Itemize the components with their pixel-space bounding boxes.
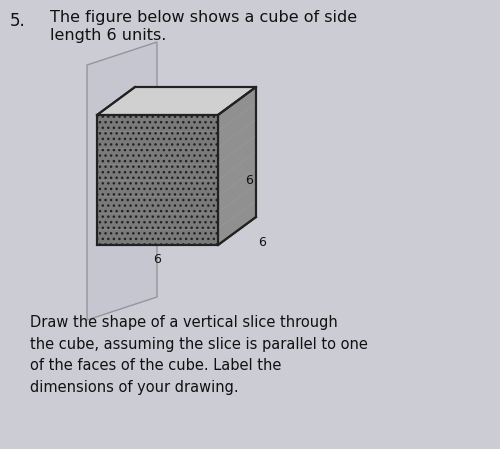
Polygon shape [97,87,256,115]
Text: 6: 6 [258,236,266,249]
Text: 5.: 5. [10,12,26,30]
Polygon shape [87,42,157,320]
Text: 6: 6 [154,253,162,266]
Polygon shape [97,115,218,245]
Text: 6: 6 [245,173,253,186]
Text: The figure below shows a cube of side: The figure below shows a cube of side [50,10,357,25]
Text: length 6 units.: length 6 units. [50,28,166,43]
Text: Draw the shape of a vertical slice through
the cube, assuming the slice is paral: Draw the shape of a vertical slice throu… [30,315,368,395]
Polygon shape [218,87,256,245]
